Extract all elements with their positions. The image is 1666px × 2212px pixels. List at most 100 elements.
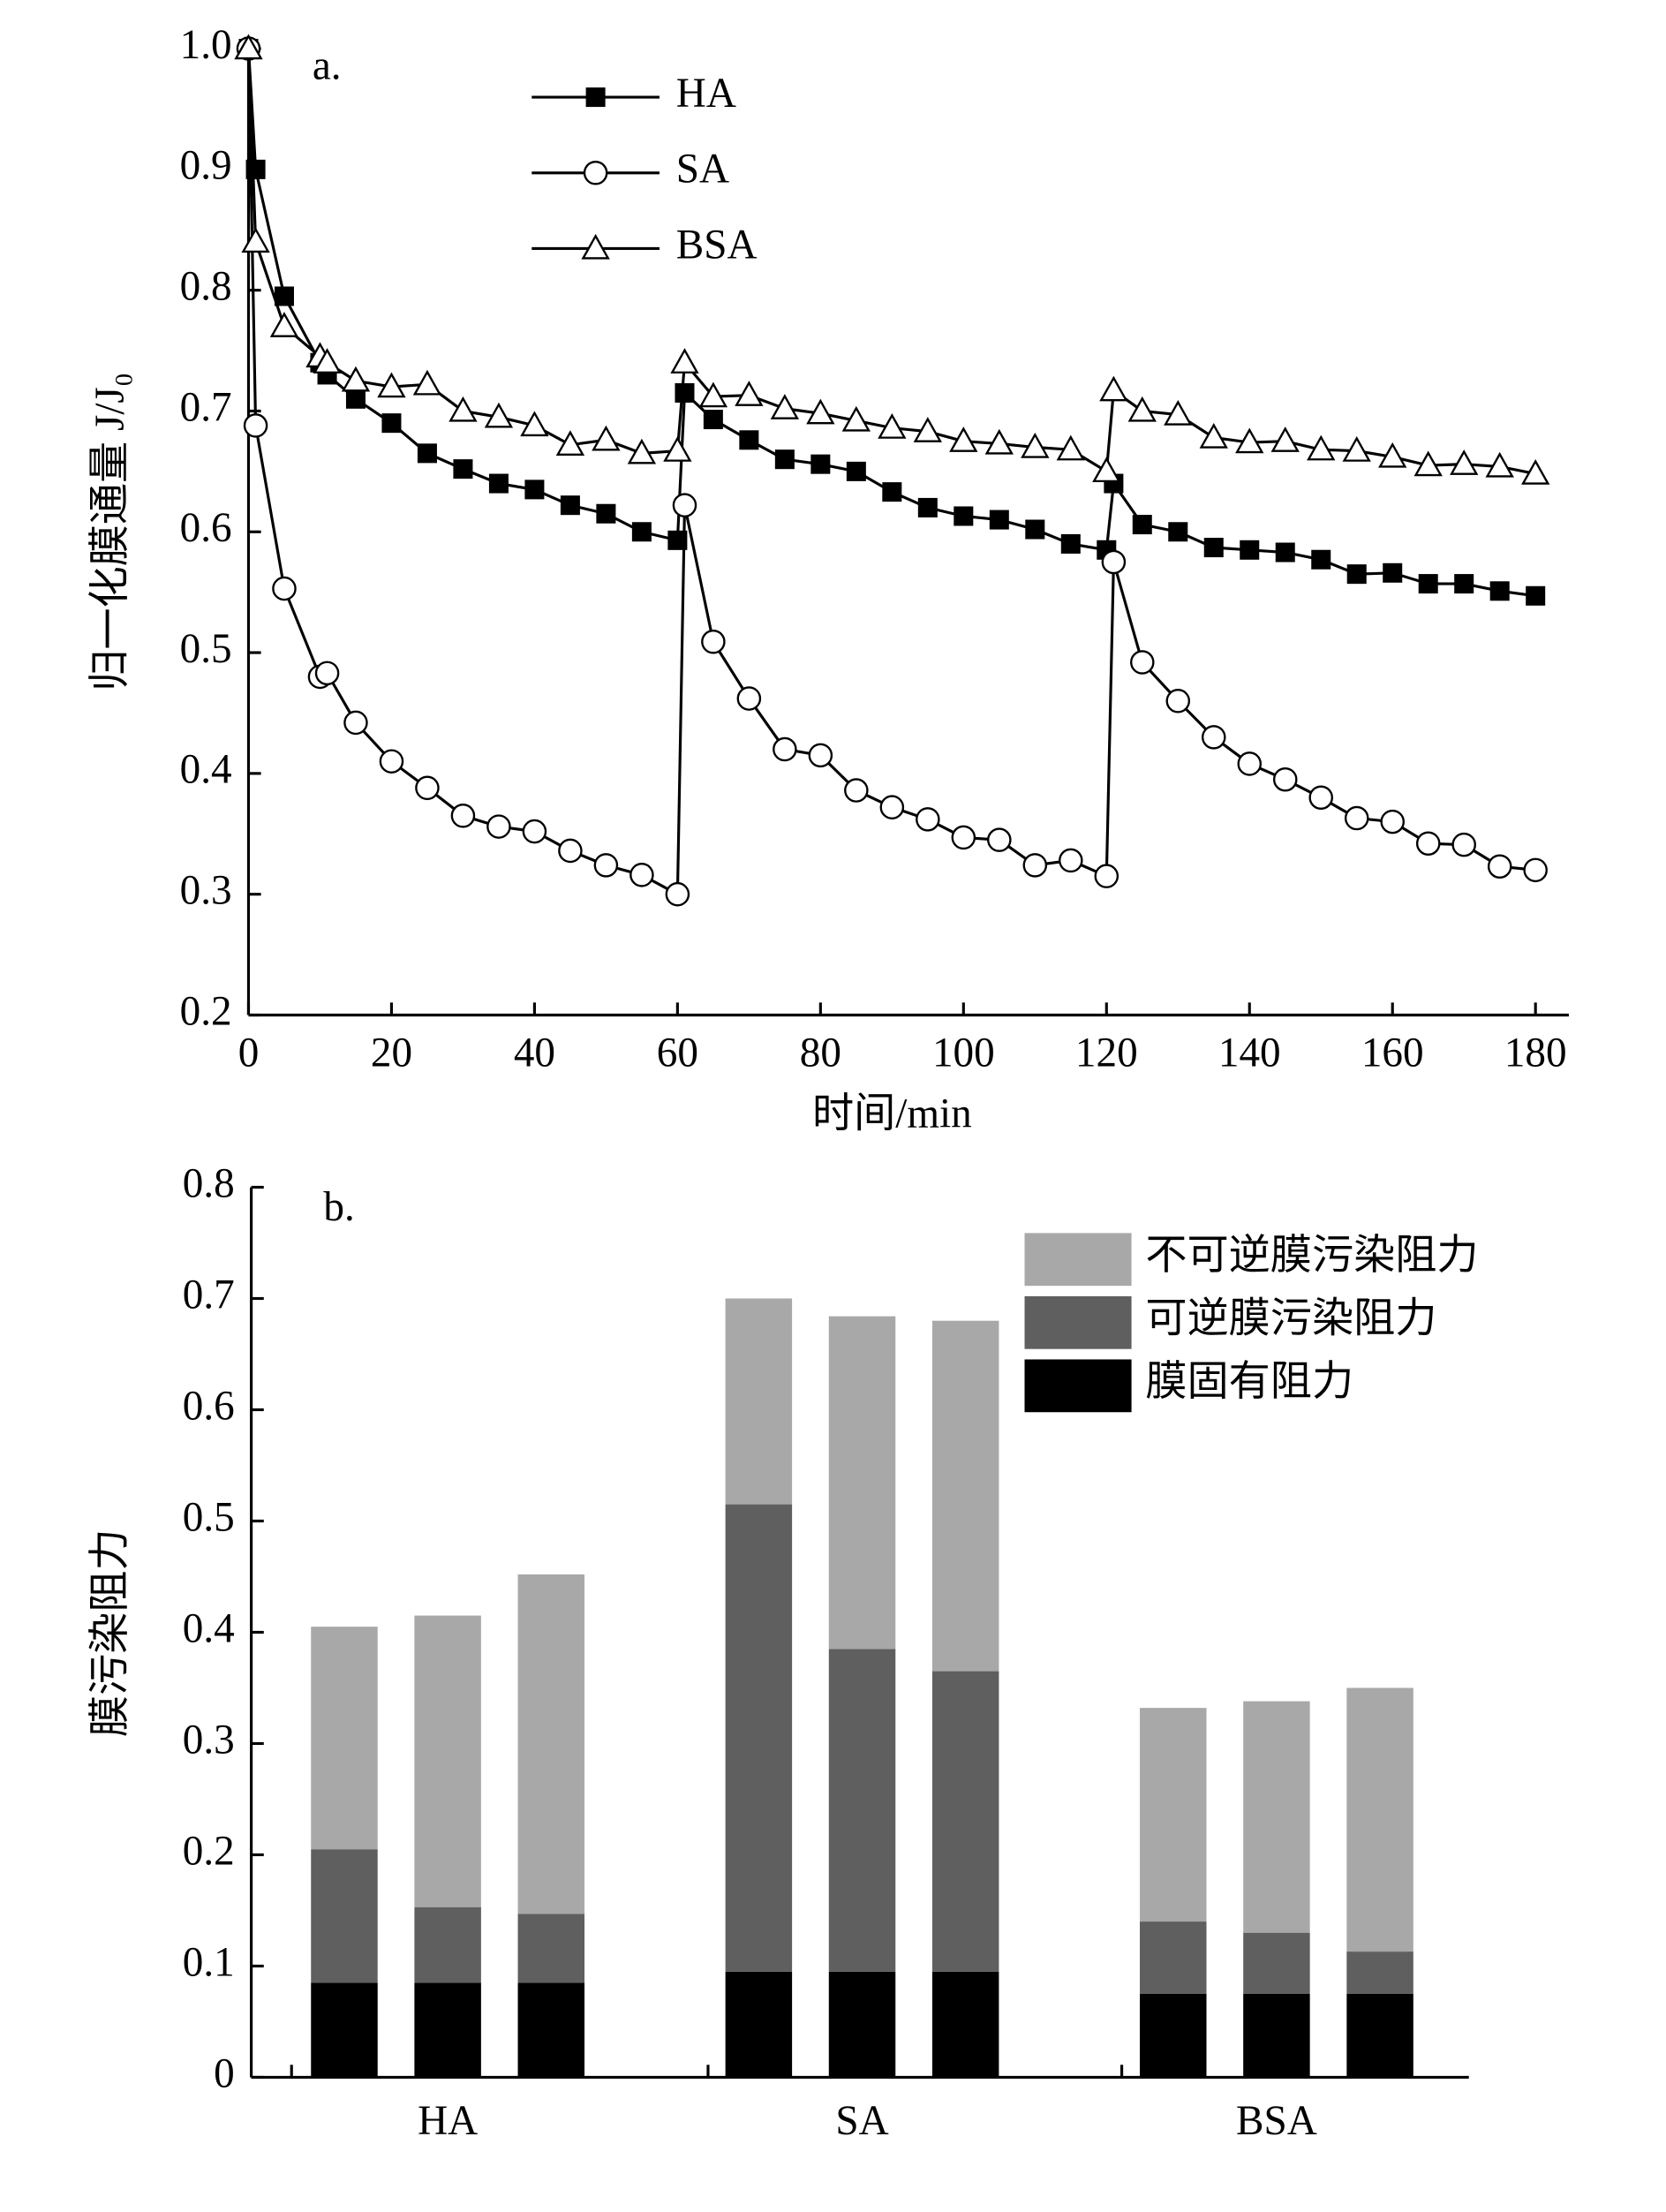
marker-circle xyxy=(672,493,697,517)
marker-triangle xyxy=(627,438,657,464)
bar-segment xyxy=(414,1906,481,1983)
legend-swatch xyxy=(1024,1295,1132,1349)
marker-square xyxy=(1346,564,1367,585)
marker-circle xyxy=(1487,854,1512,879)
marker-square xyxy=(488,473,509,494)
marker-triangle xyxy=(949,427,978,452)
marker-square xyxy=(1383,562,1403,583)
series-line xyxy=(246,48,1536,598)
marker-circle xyxy=(1130,650,1155,675)
y-tick-label: 0 xyxy=(214,2050,235,2096)
annotation: b. xyxy=(323,1184,354,1230)
marker-triangle xyxy=(234,34,263,60)
marker-square xyxy=(954,506,974,526)
marker-circle xyxy=(844,778,869,803)
x-tick-label: 60 xyxy=(657,1031,698,1076)
x-tick-label: 0 xyxy=(238,1031,260,1076)
bar-segment xyxy=(931,1671,999,1972)
marker-square xyxy=(667,530,688,550)
marker-circle xyxy=(1380,809,1405,834)
x-tick-label: 20 xyxy=(371,1031,412,1076)
marker-square xyxy=(1275,542,1295,562)
marker-triangle xyxy=(913,417,942,442)
marker-square xyxy=(585,87,606,108)
y-tick-label: 0.9 xyxy=(180,143,232,189)
series-line xyxy=(246,48,1536,476)
marker-triangle xyxy=(1450,449,1479,475)
marker-triangle xyxy=(1413,450,1443,477)
y-tick-label: 0.7 xyxy=(183,1272,235,1317)
marker-circle xyxy=(1201,725,1226,750)
y-tick-label: 0.7 xyxy=(180,384,232,430)
marker-circle xyxy=(1022,853,1048,878)
marker-triangle xyxy=(1235,427,1264,454)
y-tick-label: 0.6 xyxy=(183,1383,235,1429)
marker-square xyxy=(345,389,366,409)
y-tick-label: 0.3 xyxy=(180,868,232,914)
marker-triangle xyxy=(806,398,835,425)
marker-circle xyxy=(314,661,340,686)
x-tick-label: HA xyxy=(418,2098,478,2144)
marker-circle xyxy=(379,749,404,774)
y-tick-label: 0.3 xyxy=(183,1717,235,1763)
marker-circle xyxy=(243,413,268,438)
bar-segment xyxy=(1140,1993,1207,2078)
marker-square xyxy=(846,461,866,481)
bar-segment xyxy=(931,1320,999,1672)
y-tick-label: 0.8 xyxy=(180,263,232,309)
marker-circle xyxy=(593,853,619,878)
marker-circle xyxy=(450,804,476,828)
bar-segment xyxy=(1346,1993,1413,2078)
marker-triangle xyxy=(241,227,270,253)
y-tick-label: 0.2 xyxy=(180,988,232,1034)
marker-triangle xyxy=(770,394,800,419)
marker-square xyxy=(524,479,545,500)
marker-circle xyxy=(1101,549,1127,575)
marker-triangle xyxy=(520,411,549,437)
marker-square xyxy=(1132,515,1152,535)
marker-triangle xyxy=(1056,434,1085,461)
marker-square xyxy=(917,497,938,517)
marker-triangle xyxy=(581,233,610,260)
bar-segment xyxy=(517,1574,585,1914)
bar-segment xyxy=(311,1982,378,2078)
marker-circle xyxy=(583,161,608,185)
marker-square xyxy=(1240,540,1260,560)
bar-segment xyxy=(828,1316,896,1650)
bar-segment xyxy=(311,1849,378,1983)
bar-segment xyxy=(311,1627,378,1850)
y-tick-label: 0.4 xyxy=(180,747,232,793)
marker-square xyxy=(774,449,795,470)
marker-circle xyxy=(773,736,797,762)
marker-triangle xyxy=(341,366,371,392)
y-axis-label: 归一化膜通量 J/J₀ xyxy=(87,373,133,691)
marker-triangle xyxy=(1307,434,1336,461)
marker-square xyxy=(810,454,831,474)
x-tick-label: 180 xyxy=(1504,1031,1567,1076)
marker-square xyxy=(274,286,294,306)
legend-label: 不可逆膜污染阻力 xyxy=(1145,1233,1478,1279)
marker-square xyxy=(703,410,723,430)
marker-triangle xyxy=(1164,400,1193,426)
marker-square xyxy=(739,430,759,450)
legend-swatch xyxy=(1024,1359,1132,1413)
marker-square xyxy=(1489,581,1510,601)
marker-circle xyxy=(736,686,762,711)
marker-triangle xyxy=(449,396,478,422)
y-tick-label: 0.2 xyxy=(183,1828,235,1874)
marker-circle xyxy=(629,863,654,887)
marker-square xyxy=(417,443,437,464)
x-axis-label: 时间/min xyxy=(812,1091,972,1137)
marker-triangle xyxy=(1199,423,1228,449)
series-line xyxy=(246,49,1536,897)
marker-triangle xyxy=(1099,375,1128,402)
marker-triangle xyxy=(592,425,621,451)
legend-swatch xyxy=(1024,1233,1132,1287)
marker-triangle xyxy=(1092,457,1121,483)
legend-label: 膜固有阻力 xyxy=(1145,1359,1353,1405)
x-tick-label: SA xyxy=(835,2098,888,2144)
marker-circle xyxy=(1237,751,1263,776)
marker-circle xyxy=(486,814,511,839)
bar-segment xyxy=(1243,1932,1310,1994)
